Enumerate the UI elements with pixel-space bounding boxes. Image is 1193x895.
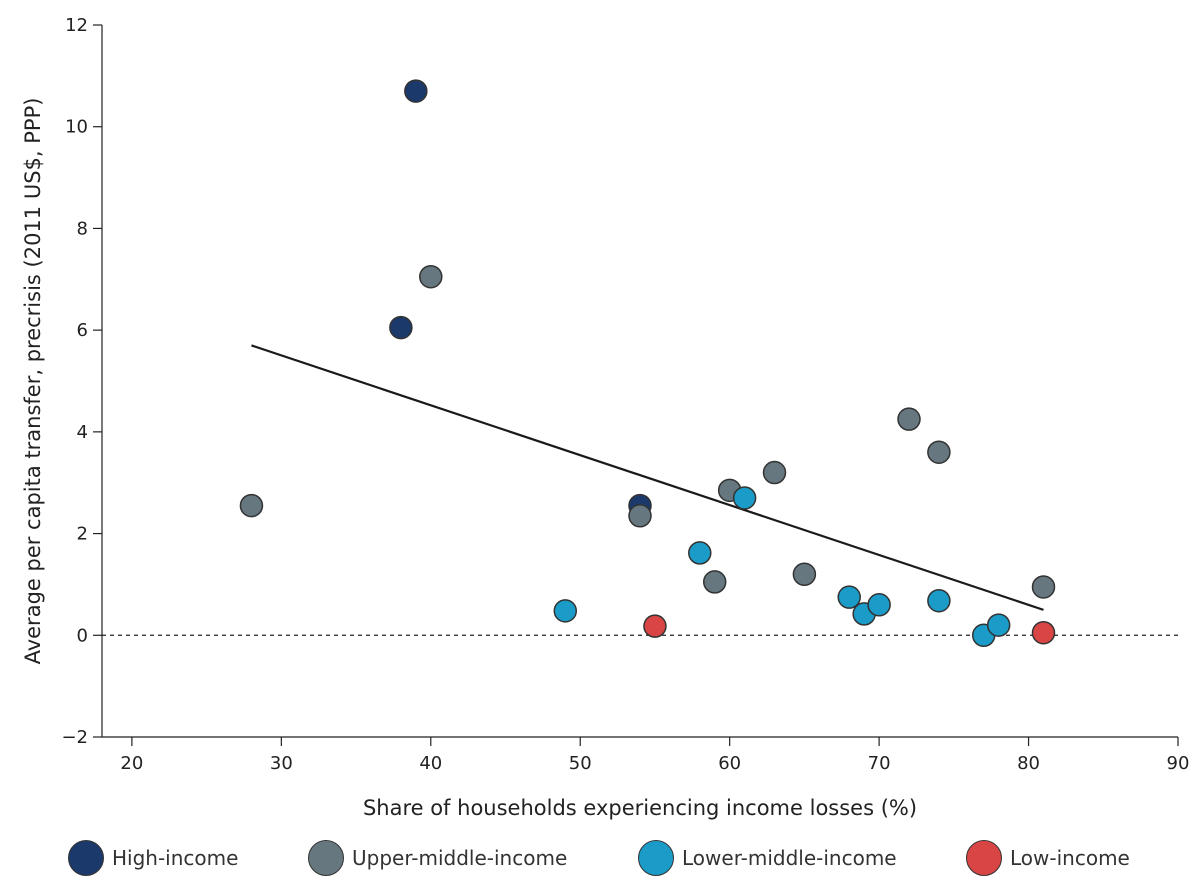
y-tick-label: 10 [65,117,88,138]
legend-swatch-lower-middle-income [638,840,674,876]
legend-swatch-high-income [68,840,104,876]
point-upper-middle-income [628,504,652,528]
point-low-income [643,614,667,638]
point-lower-middle-income [867,593,891,617]
x-tick-label: 70 [868,753,891,774]
legend-swatch-upper-middle-income [308,840,344,876]
legend-item-lower-middle-income: Lower-middle-income [638,838,897,878]
y-tick-label: 12 [65,15,88,36]
point-high-income [404,79,428,103]
legend-item-upper-middle-income: Upper-middle-income [308,838,567,878]
scatter-chart: −2 0 2 4 6 8 10 12 20 30 40 50 60 70 80 90 Share of hous… [21,15,1190,820]
point-upper-middle-income [762,460,787,485]
x-axis-title: Share of households experiencing income … [363,796,917,820]
x-tick-label: 20 [120,753,143,774]
point-low-income [1031,620,1056,645]
point-lower-middle-income [553,599,578,623]
point-high-income [389,315,413,340]
legend-label-lower-middle-income: Lower-middle-income [682,846,897,870]
legend-label-high-income: High-income [112,846,239,870]
x-tick-label: 50 [569,753,592,774]
legend-swatch-low-income [966,840,1002,876]
legend-item-low-income: Low-income [966,838,1130,878]
legend: High-income Upper-middle-income Lower-mi… [0,838,1193,878]
point-lower-middle-income [837,585,861,609]
y-tick-label: 4 [77,422,88,443]
x-tick-label: 80 [1017,753,1040,774]
point-upper-middle-income [792,562,817,587]
point-lower-middle-income [732,486,757,510]
legend-label-low-income: Low-income [1010,846,1130,870]
point-lower-middle-income [688,541,712,565]
trend-line [251,344,1044,611]
y-tick-label: 6 [77,320,88,341]
point-upper-middle-income [239,493,264,518]
y-axis-title: Average per capita transfer, precrisis (… [21,98,45,665]
point-upper-middle-income [702,570,727,594]
legend-item-high-income: High-income [68,838,238,878]
legend-label-upper-middle-income: Upper-middle-income [352,846,568,870]
y-tick-label: 0 [77,625,88,646]
x-tick-label: 40 [419,753,442,774]
point-upper-middle-income [419,264,443,289]
point-upper-middle-income [1031,575,1056,599]
y-tick-label: 8 [77,218,88,239]
point-lower-middle-income [986,613,1011,637]
x-tick-label: 90 [1167,753,1190,774]
point-lower-middle-income [927,588,951,613]
y-tick-label: −2 [61,727,88,748]
point-upper-middle-income [897,407,921,431]
point-upper-middle-income [927,440,951,464]
y-tick-label: 2 [77,524,88,545]
x-tick-label: 30 [270,753,293,774]
x-tick-label: 60 [718,753,741,774]
